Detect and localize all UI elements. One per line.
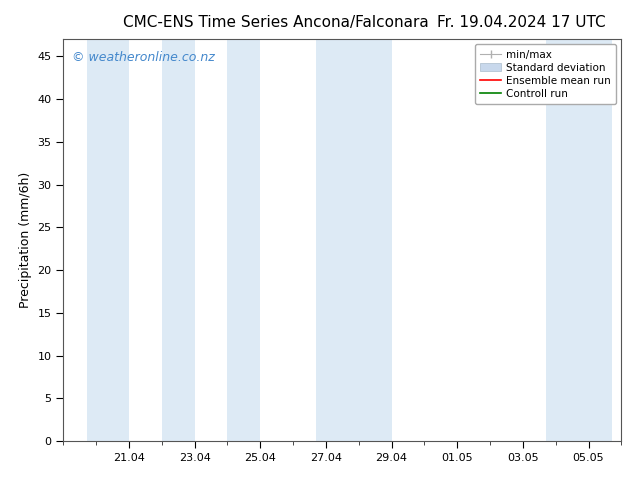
Text: CMC-ENS Time Series Ancona/Falconara: CMC-ENS Time Series Ancona/Falconara — [122, 15, 429, 30]
Legend: min/max, Standard deviation, Ensemble mean run, Controll run: min/max, Standard deviation, Ensemble me… — [475, 45, 616, 104]
Text: Fr. 19.04.2024 17 UTC: Fr. 19.04.2024 17 UTC — [437, 15, 605, 30]
Bar — [316, 39, 392, 441]
Y-axis label: Precipitation (mm/6h): Precipitation (mm/6h) — [19, 172, 32, 308]
Text: © weatheronline.co.nz: © weatheronline.co.nz — [72, 51, 214, 64]
Bar — [228, 39, 261, 441]
Bar — [546, 39, 612, 441]
Bar — [87, 39, 129, 441]
Bar — [162, 39, 195, 441]
